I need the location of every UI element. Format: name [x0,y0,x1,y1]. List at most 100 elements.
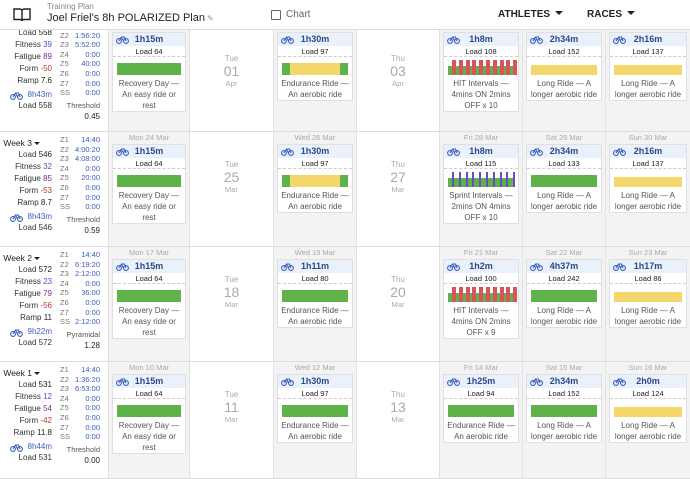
workout-card[interactable]: 2h34m Load 152 Long Ride — A longer aerobi… [526,374,602,443]
week-label-dropdown[interactable]: Week 1 [2,368,40,378]
workout-duration-bar[interactable]: 1h11m [278,260,352,273]
workout-duration-bar[interactable]: 2h16m [610,33,686,46]
workout-card[interactable]: 2h16m Load 137 Long Ride — A longer aerobi… [609,144,687,213]
plan-title-text[interactable]: Joel Friel's 8h POLARIZED Plan [47,12,205,24]
athletes-label[interactable]: ATHLETES [498,9,551,20]
workout-day-cell[interactable]: Sat 22 Mar 4h37m Load 242 Long Ride — A lon… [522,247,605,361]
workout-day-cell[interactable]: Sun 16 Mar 2h0m Load 124 Long Ride — A long… [605,362,690,478]
races-menu-button[interactable]: RACES [587,9,636,20]
workout-day-cell[interactable]: 1h30m Load 97 Endurance Ride — An aerobic … [273,22,356,131]
workout-day-cell[interactable]: 1h15m Load 64 Recovery Day — An easy ride … [108,22,189,131]
workout-card[interactable]: 1h15m Load 64 Recovery Day — An easy ride … [112,259,186,339]
workout-card[interactable]: 2h34m Load 133 Long Ride — A longer aerobi… [526,144,602,213]
workout-card[interactable]: 1h25m Load 94 Endurance Ride — An aerobic … [443,374,519,443]
rest-day-cell[interactable]: Tue 18 Mar [189,247,273,361]
workout-duration-bar[interactable]: 1h15m [113,33,185,46]
workout-day-cell[interactable]: Sat 29 Mar 2h34m Load 133 Long Ride — A lon… [522,132,605,246]
workout-duration[interactable]: 2h34m [549,376,579,386]
races-label[interactable]: RACES [587,9,623,20]
workout-duration-bar[interactable]: 1h15m [113,375,185,388]
workout-day-cell[interactable]: Fri 14 Mar 1h25m Load 94 Endurance Ride — A… [439,362,522,478]
week-label[interactable]: Week 1 [3,368,32,378]
workout-day-cell[interactable]: Mon 17 Mar 1h15m Load 64 Recovery Day — An … [108,247,189,361]
workout-day-cell[interactable]: Fri 28 Mar 1h8m Load 115 Sprint Intervals —… [439,132,522,246]
workout-duration[interactable]: 2h34m [549,146,579,156]
workout-duration-bar[interactable]: 1h2m [444,260,518,273]
chart-label[interactable]: Chart [286,9,311,20]
workout-card[interactable]: 1h2m Load 100 HIT Intervals — 4mins ON 2mi… [443,259,519,339]
rest-day-cell[interactable]: Thu 27 Mar [356,132,439,246]
workout-duration-bar[interactable]: 1h8m [444,33,518,46]
workout-duration-bar[interactable]: 1h17m [610,260,686,273]
workout-card[interactable]: 1h17m Load 86 Long Ride — A longer aerobic… [609,259,687,328]
workout-duration[interactable]: 1h30m [300,376,330,386]
workout-duration-bar[interactable]: 2h0m [610,375,686,388]
workout-duration[interactable]: 2h16m [633,34,663,44]
workout-card[interactable]: 1h15m Load 64 Recovery Day — An easy ride … [112,374,186,454]
rest-day-cell[interactable]: Tue 01 Apr [189,22,273,131]
workout-duration-bar[interactable]: 2h34m [527,33,601,46]
workout-day-cell[interactable]: Sun 30 Mar 2h16m Load 137 Long Ride — A lon… [605,132,690,246]
rest-day-cell[interactable]: Thu 20 Mar [356,247,439,361]
workout-day-cell[interactable]: Sun 23 Mar 1h17m Load 86 Long Ride — A long… [605,247,690,361]
workout-duration-bar[interactable]: 1h30m [278,375,352,388]
workout-duration-bar[interactable]: 1h25m [444,375,518,388]
week-label[interactable]: Week 3 [3,138,32,148]
workout-duration[interactable]: 1h8m [469,146,493,156]
workout-duration[interactable]: 2h34m [549,34,579,44]
workout-card[interactable]: 1h15m Load 64 Recovery Day — An easy ride … [112,144,186,224]
workout-day-cell[interactable]: Wed 12 Mar 1h30m Load 97 Endurance Ride — A… [273,362,356,478]
week-label-dropdown[interactable]: Week 2 [2,253,40,263]
workout-duration-bar[interactable]: 2h34m [527,375,601,388]
workout-duration[interactable]: 1h8m [469,34,493,44]
workout-duration[interactable]: 1h2m [469,261,493,271]
workout-card[interactable]: 2h16m Load 137 Long Ride — A longer aerobi… [609,32,687,101]
workout-duration[interactable]: 2h16m [633,146,663,156]
workout-card[interactable]: 1h30m Load 97 Endurance Ride — An aerobic … [277,374,353,443]
workout-duration[interactable]: 1h11m [300,261,330,271]
workout-duration[interactable]: 1h30m [300,146,330,156]
workout-duration[interactable]: 1h15m [134,146,164,156]
workout-day-cell[interactable]: Mon 10 Mar 1h15m Load 64 Recovery Day — An … [108,362,189,478]
workout-card[interactable]: 2h0m Load 124 Long Ride — A longer aerobic… [609,374,687,443]
workout-card[interactable]: 1h30m Load 97 Endurance Ride — An aerobic … [277,144,353,213]
workout-card[interactable]: 1h8m Load 115 Sprint Intervals — 2mins ON … [443,144,519,224]
workout-duration[interactable]: 4h37m [549,261,579,271]
workout-card[interactable]: 2h34m Load 152 Long Ride — A longer aerobi… [526,32,602,101]
workout-day-cell[interactable]: 2h34m Load 152 Long Ride — A longer aerobi… [522,22,605,131]
workout-day-cell[interactable]: Sat 15 Mar 2h34m Load 152 Long Ride — A lon… [522,362,605,478]
workout-duration[interactable]: 1h17m [633,261,663,271]
workout-duration-bar[interactable]: 2h34m [527,145,601,158]
workout-duration[interactable]: 1h15m [134,376,164,386]
workout-duration-bar[interactable]: 2h16m [610,145,686,158]
edit-pencil-icon[interactable]: ✎ [207,14,214,23]
workout-day-cell[interactable]: Mon 24 Mar 1h15m Load 64 Recovery Day — An … [108,132,189,246]
workout-duration[interactable]: 1h30m [300,34,330,44]
rest-day-cell[interactable]: Thu 13 Mar [356,362,439,478]
workout-card[interactable]: 1h15m Load 64 Recovery Day — An easy ride … [112,32,186,112]
rest-day-cell[interactable]: Tue 25 Mar [189,132,273,246]
workout-card[interactable]: 4h37m Load 242 Long Ride — A longer aerobi… [526,259,602,328]
workout-card[interactable]: 1h8m Load 108 HIT Intervals — 4mins ON 2mi… [443,32,519,112]
workout-duration[interactable]: 2h0m [636,376,660,386]
chart-checkbox[interactable] [271,10,281,20]
athletes-menu-button[interactable]: ATHLETES [498,9,564,20]
week-label[interactable]: Week 2 [3,253,32,263]
workout-day-cell[interactable]: Wed 19 Mar 1h11m Load 80 Endurance Ride — A… [273,247,356,361]
workout-day-cell[interactable]: Wed 26 Mar 1h30m Load 97 Endurance Ride — A… [273,132,356,246]
workout-duration-bar[interactable]: 1h30m [278,33,352,46]
book-icon[interactable] [13,8,31,22]
workout-day-cell[interactable]: 1h8m Load 108 HIT Intervals — 4mins ON 2mi… [439,22,522,131]
workout-duration-bar[interactable]: 1h8m [444,145,518,158]
workout-duration-bar[interactable]: 1h15m [113,145,185,158]
rest-day-cell[interactable]: Thu 03 Apr [356,22,439,131]
workout-card[interactable]: 1h30m Load 97 Endurance Ride — An aerobic … [277,32,353,101]
workout-duration[interactable]: 1h25m [466,376,496,386]
rest-day-cell[interactable]: Tue 11 Mar [189,362,273,478]
workout-duration-bar[interactable]: 4h37m [527,260,601,273]
workout-day-cell[interactable]: Fri 21 Mar 1h2m Load 100 HIT Intervals — 4m… [439,247,522,361]
workout-duration-bar[interactable]: 1h30m [278,145,352,158]
workout-day-cell[interactable]: 2h16m Load 137 Long Ride — A longer aerobi… [605,22,690,131]
workout-duration[interactable]: 1h15m [134,261,164,271]
workout-duration-bar[interactable]: 1h15m [113,260,185,273]
